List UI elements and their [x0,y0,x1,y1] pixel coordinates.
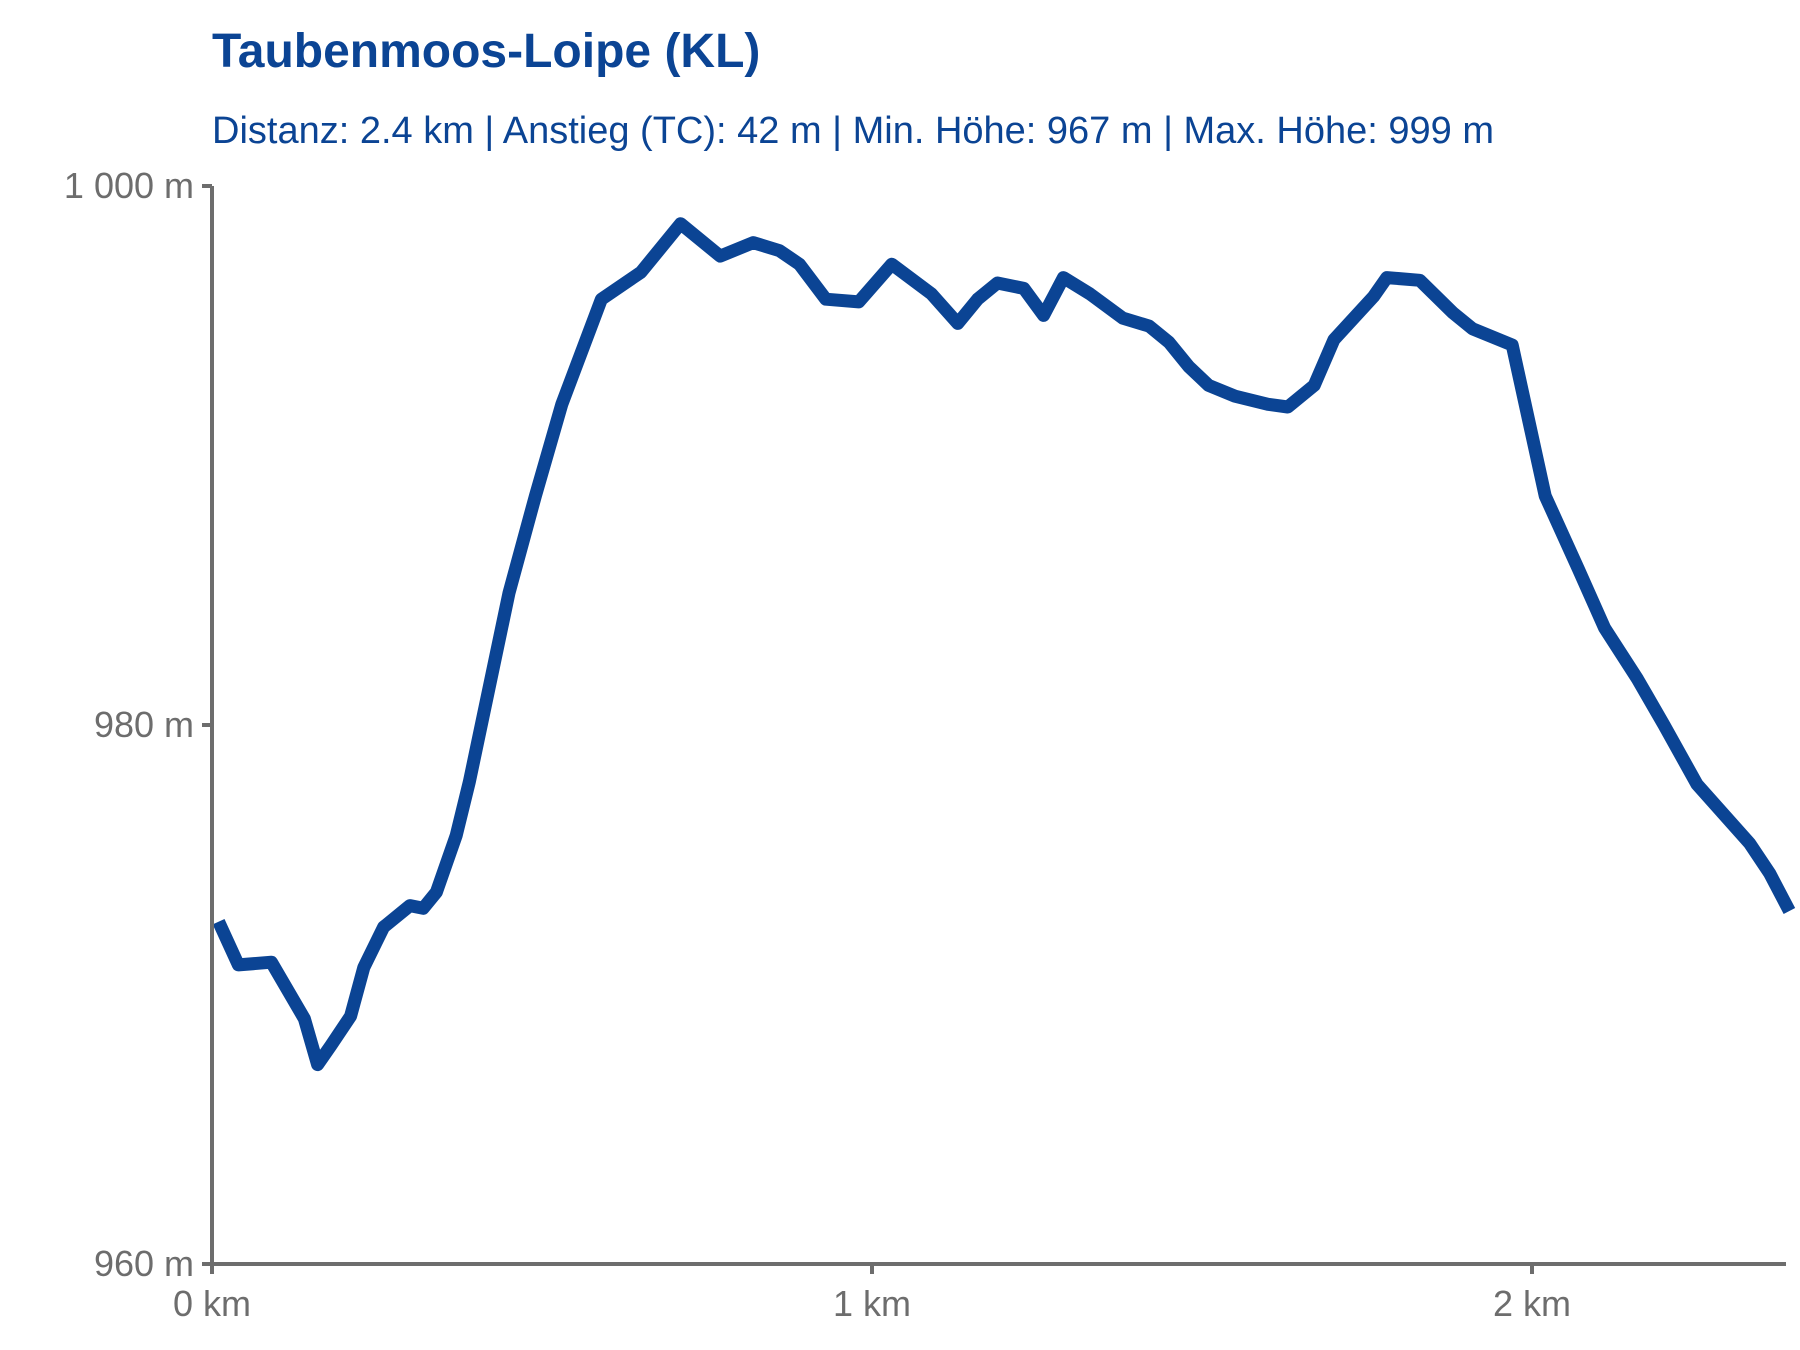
x-tick-label: 1 km [833,1283,911,1324]
chart-subtitle: Distanz: 2.4 km | Anstieg (TC): 42 m | M… [212,110,1494,152]
x-tick-label: 0 km [173,1283,251,1324]
y-tick-label: 980 m [94,704,194,745]
elevation-profile-line [212,217,1796,1072]
x-ticks: 0 km 1 km 2 km [173,1264,1571,1324]
series-layer [212,217,1796,1072]
y-ticks: 960 m 980 m 1 000 m [64,165,212,1284]
y-tick-label: 1 000 m [64,165,194,206]
y-tick-label: 960 m [94,1243,194,1284]
chart-title: Taubenmoos-Loipe (KL) [212,25,761,78]
x-tick-label: 2 km [1493,1283,1571,1324]
